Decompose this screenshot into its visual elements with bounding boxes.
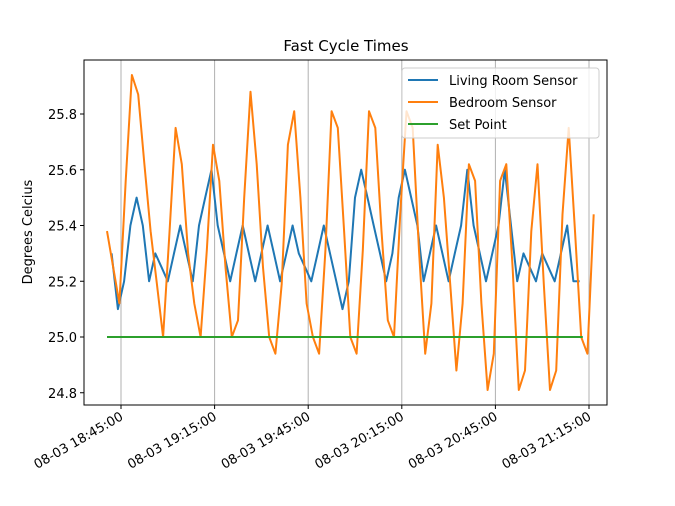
y-tick-label: 25.8 (48, 108, 77, 123)
y-tick-label: 24.8 (48, 387, 77, 402)
x-tick-label: 08-03 20:15:00 (312, 409, 406, 472)
legend-box (401, 67, 600, 139)
y-tick-label: 25.4 (48, 220, 77, 235)
x-tick-label: 08-03 21:15:00 (500, 409, 594, 472)
legend-label-set-point: Set Point (449, 118, 507, 133)
y-tick-label: 25.2 (48, 275, 77, 290)
x-axis-ticks: 08-03 18:45:00 08-03 19:15:00 08-03 19:45:… (32, 405, 594, 473)
y-tick-label: 25.0 (48, 331, 77, 346)
axes-frame (83, 59, 608, 406)
plot-series (106, 74, 595, 391)
legend-label-living-room: Living Room Sensor (449, 74, 578, 89)
x-tick-label: 08-03 20:45:00 (406, 409, 500, 472)
x-tick-label: 08-03 18:45:00 (32, 409, 126, 472)
x-tick-label: 08-03 19:45:00 (219, 409, 313, 472)
y-tick-label: 25.6 (48, 164, 77, 179)
y-axis-ticks: 24.8 25.0 25.2 25.4 25.6 25.8 (48, 108, 84, 402)
chart-title: Fast Cycle Times (283, 37, 408, 55)
legend-label-bedroom: Bedroom Sensor (449, 96, 557, 111)
y-axis-label: Degrees Celcius (21, 179, 36, 284)
legend: Living Room Sensor Bedroom Sensor Set Po… (401, 67, 600, 139)
x-tick-label: 08-03 19:15:00 (125, 409, 219, 472)
series-living-room-line (110, 168, 580, 311)
